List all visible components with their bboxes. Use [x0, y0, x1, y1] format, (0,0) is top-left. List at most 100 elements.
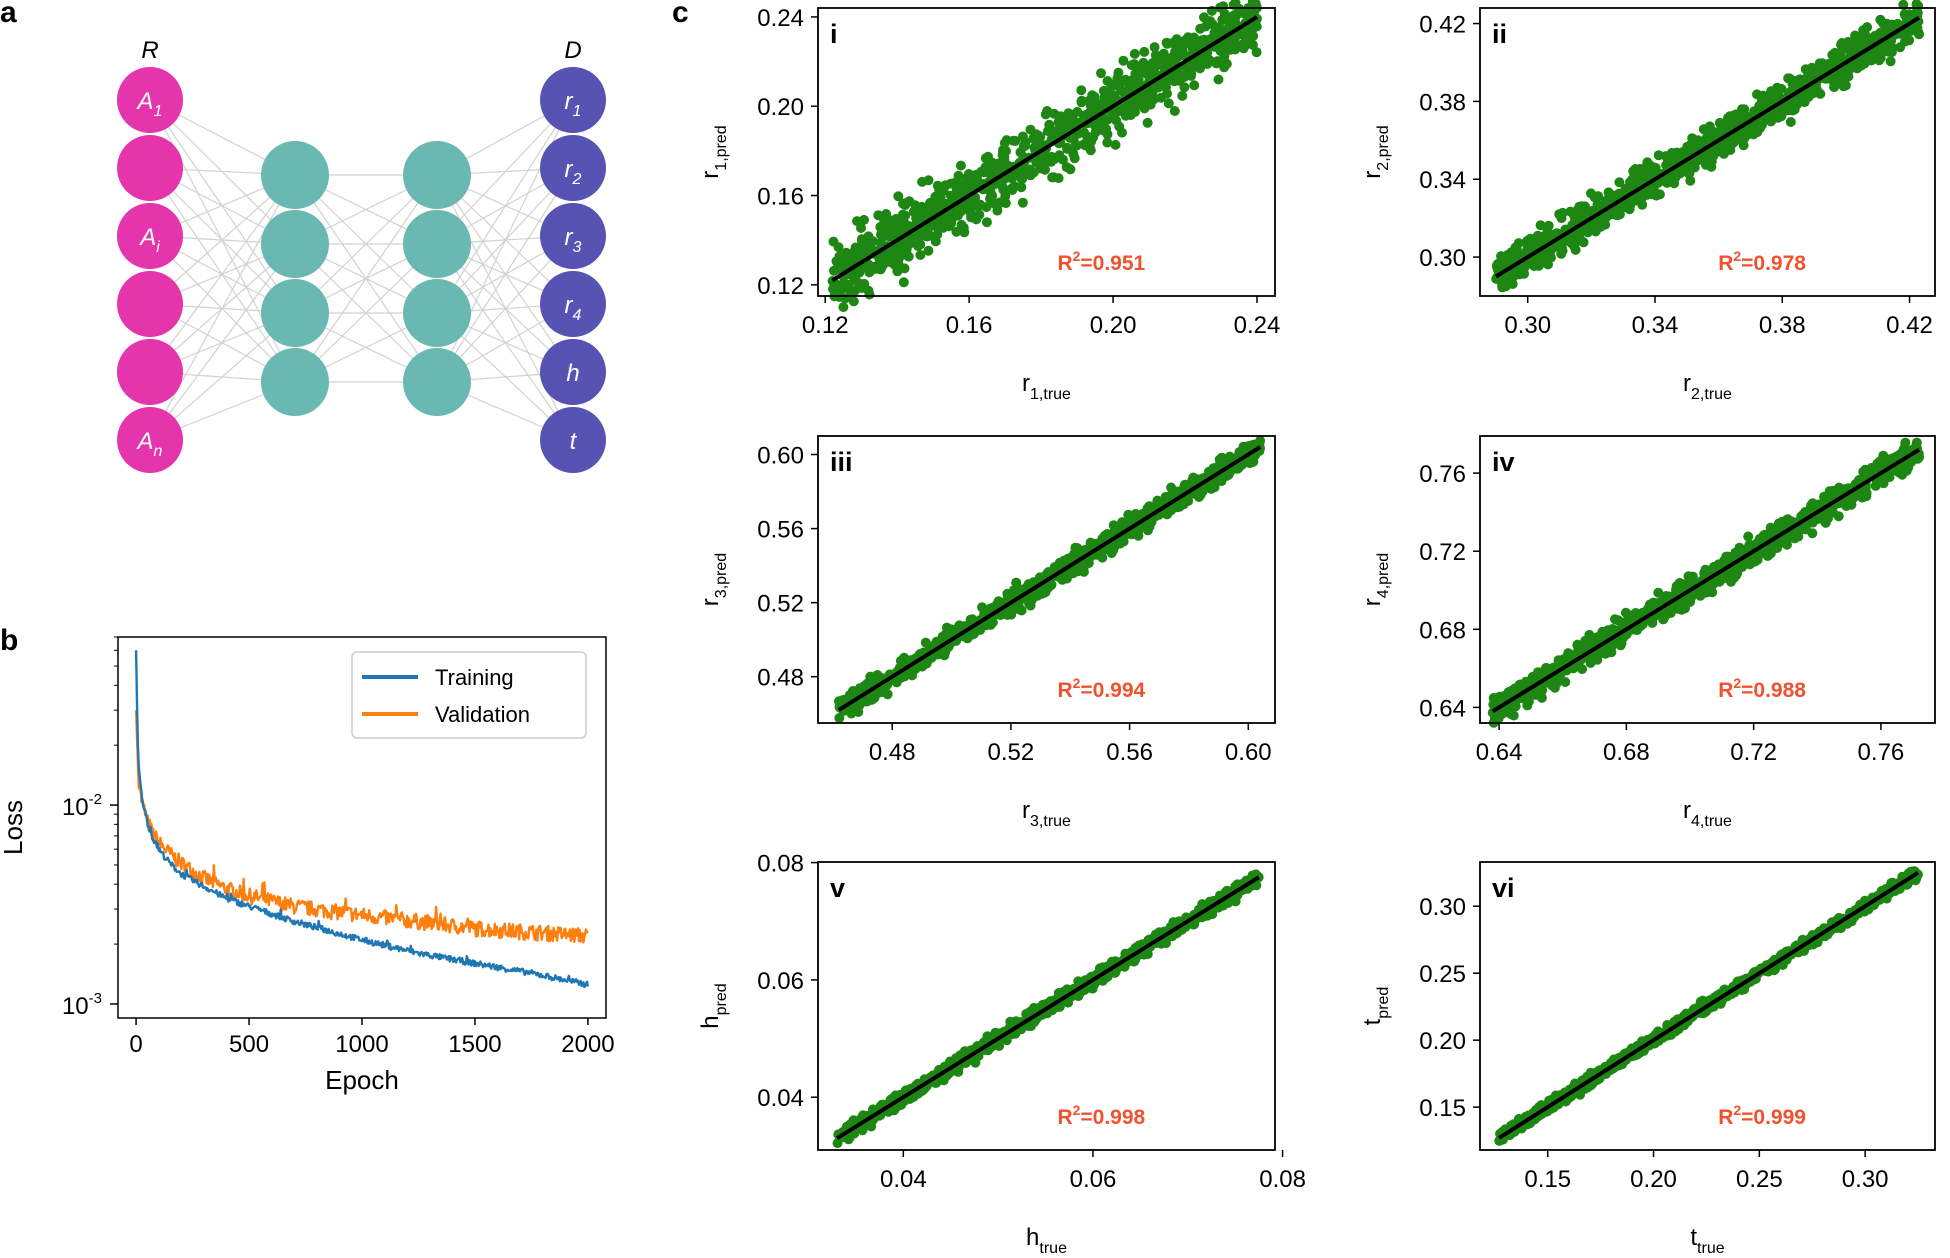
data-point: [1217, 14, 1228, 25]
data-point: [1748, 129, 1759, 140]
y-axis-label: r2,pred: [1359, 125, 1392, 178]
y-axis-label: hpred: [697, 983, 730, 1028]
data-point: [829, 265, 839, 276]
data-point: [1069, 567, 1080, 577]
node-label-base: t: [570, 428, 578, 455]
legend-frame: [351, 651, 587, 739]
data-point: [838, 302, 849, 313]
node-label-base: r: [565, 156, 574, 183]
data-point: [1496, 251, 1507, 262]
data-point: [954, 182, 965, 193]
data-point: [1154, 57, 1165, 68]
data-point: [1805, 503, 1816, 514]
data-point: [1076, 85, 1087, 96]
data-point: [1625, 199, 1636, 209]
output-node-label: r4: [565, 292, 582, 324]
data-point: [1142, 64, 1153, 75]
y-axis-label: r4,pred: [1359, 553, 1392, 606]
input-node-label: Ai: [138, 224, 160, 256]
data-point: [1195, 23, 1206, 34]
data-point: [1000, 191, 1011, 201]
x-axis-label-sub: 3,true: [1030, 813, 1071, 830]
x-tick-label: 0.56: [1106, 739, 1153, 766]
output-node-label: h: [566, 360, 579, 387]
data-point: [829, 278, 840, 289]
x-tick-label: 0.42: [1886, 312, 1933, 339]
fit-line: [1494, 16, 1921, 279]
data-point: [923, 245, 934, 256]
data-point: [1016, 182, 1027, 193]
data-point: [1674, 168, 1685, 179]
y-tick-label: 0.60: [757, 443, 804, 470]
data-point: [1126, 60, 1137, 71]
data-point: [1683, 168, 1694, 179]
data-point: [1061, 573, 1072, 584]
node-label-base: A: [138, 224, 156, 251]
panel-label: v: [830, 873, 845, 903]
data-point: [1570, 244, 1581, 255]
axes-frame: [817, 7, 1276, 297]
data-point: [1015, 147, 1026, 158]
data-point: [1580, 201, 1590, 212]
data-point: [1149, 94, 1159, 105]
x-tick-label: 0.48: [869, 739, 916, 766]
data-point: [1026, 593, 1037, 604]
hidden2-node: [403, 210, 471, 278]
scatter-panel-v: 0.04 0.06 0.080.040.060.08vR2=0.998htruehp…: [697, 851, 1306, 1257]
data-point: [1680, 603, 1690, 614]
data-point: [1729, 110, 1740, 121]
data-point: [1129, 107, 1140, 117]
data-point: [1167, 38, 1178, 49]
r2-annotation: R2=0.951: [1057, 248, 1145, 275]
data-point: [1158, 48, 1169, 59]
network-edge: [436, 99, 574, 314]
x-axis-label-sub: true: [1039, 1240, 1067, 1257]
data-point: [1754, 101, 1765, 111]
y-tick-label: 0.76: [1419, 461, 1466, 488]
data-point: [1630, 608, 1641, 618]
data-point: [1718, 140, 1728, 151]
panel-label: iii: [830, 447, 853, 477]
data-point: [1686, 139, 1697, 150]
data-point: [828, 236, 839, 247]
y-tick-label: 10-3: [62, 990, 102, 1020]
data-point: [838, 277, 849, 288]
node-label-sub: 4: [573, 307, 582, 324]
data-point: [1139, 46, 1150, 57]
y-axis-label-base: r: [1359, 171, 1386, 179]
data-point: [1719, 555, 1730, 566]
data-point: [1706, 149, 1717, 160]
data-point: [963, 169, 974, 179]
y-tick-label: 0.20: [757, 94, 804, 121]
y-axis-label-base: r: [1359, 598, 1386, 606]
data-point: [1224, 21, 1234, 32]
r2-exponent: 2: [1073, 248, 1081, 264]
data-point: [1118, 55, 1129, 66]
data-point: [1217, 40, 1228, 51]
y-axis-label-sub: 2,pred: [1375, 125, 1392, 170]
data-point: [1604, 193, 1615, 203]
data-point: [952, 210, 963, 221]
data-point: [1102, 137, 1113, 148]
y-axis-label: r1,pred: [697, 125, 730, 178]
data-point: [863, 259, 874, 270]
data-point: [1906, 25, 1916, 36]
data-point: [1704, 121, 1715, 132]
data-point: [1726, 576, 1736, 587]
y-tick-label: 0.34: [1419, 167, 1466, 194]
network-edge: [294, 174, 438, 383]
data-point: [1129, 48, 1140, 59]
data-point: [1737, 104, 1747, 115]
x-tick-label: 0.04: [880, 1166, 927, 1193]
loss-chart: 0 500 1000 1500 200010-210-3EpochLossTrainin…: [0, 636, 615, 1095]
node-label-base: r: [565, 88, 574, 115]
x-tick-label: 0.24: [1234, 312, 1281, 339]
data-point: [1083, 108, 1094, 119]
data-point: [1844, 44, 1855, 55]
r2-annotation: R2=0.978: [1718, 248, 1806, 275]
input-node: [117, 203, 183, 269]
data-point: [898, 277, 909, 288]
data-point: [974, 209, 985, 220]
data-point: [1590, 226, 1601, 237]
